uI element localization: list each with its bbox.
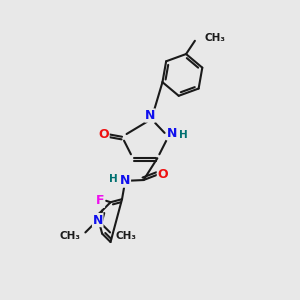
- Text: H: H: [179, 130, 188, 140]
- Text: N: N: [167, 127, 177, 140]
- Text: O: O: [98, 128, 109, 141]
- Text: O: O: [157, 168, 168, 181]
- Text: F: F: [96, 194, 104, 207]
- Text: N: N: [92, 214, 103, 226]
- Text: N: N: [145, 109, 155, 122]
- Text: N: N: [120, 174, 130, 187]
- Text: H: H: [109, 174, 117, 184]
- Text: CH₃: CH₃: [116, 231, 136, 241]
- Text: CH₃: CH₃: [59, 231, 80, 241]
- Text: CH₃: CH₃: [204, 33, 225, 43]
